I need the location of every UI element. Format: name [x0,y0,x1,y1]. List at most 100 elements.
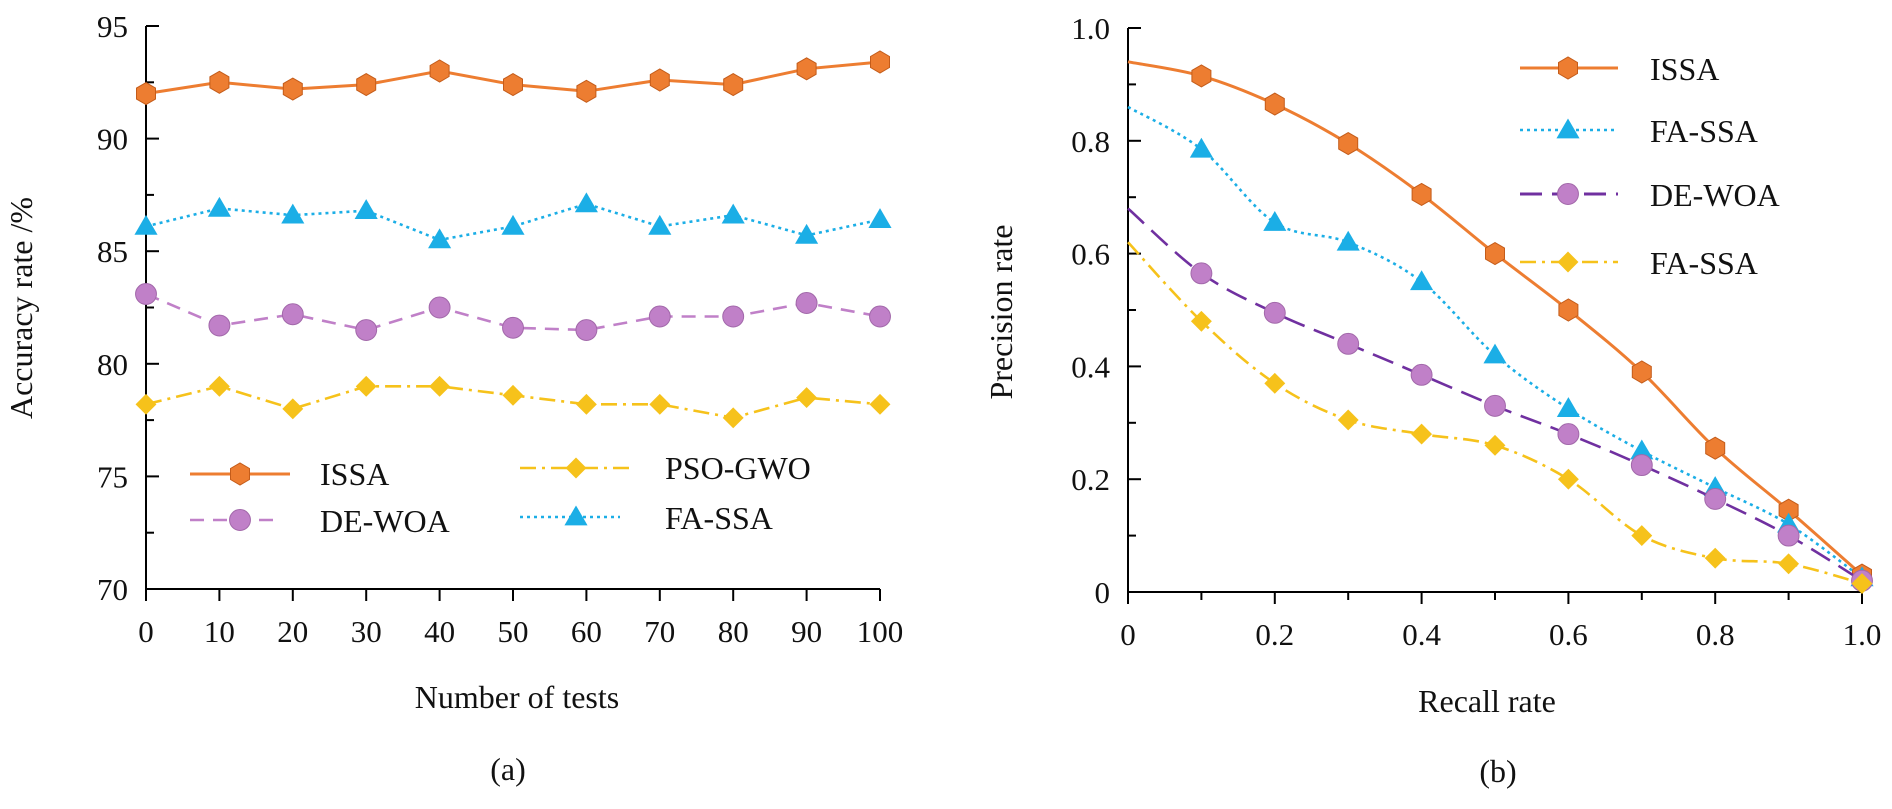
a-point-issa-0-3 [356,73,377,97]
a-point-issa-0-10 [870,50,890,74]
a-point-issa-0-0 [136,82,156,106]
b-y-tick-label: 0.6 [1071,237,1110,272]
b-legend-glyph-issa-0 [1558,56,1578,80]
b-y-axis-label: Precision rate [983,224,1019,399]
b-point-fa-ssa-3-3 [1411,423,1433,445]
a-point-pso-gwo-3-6 [575,393,597,415]
a-point-de-woa-2-6 [575,319,598,341]
a-point-pso-gwo-3-4 [429,375,451,397]
a-point-issa-0-1 [209,70,230,94]
a-point-issa-0-7 [649,68,670,92]
b-x-tick-label: 1.0 [1843,617,1882,652]
a-point-fa-ssa-1-1 [207,196,231,217]
b-legend-label-fa-ssa-2: FA-SSA [1650,245,1758,281]
b-y-tick-label: 1.0 [1071,11,1110,46]
b-series-issa-0 [1127,60,1872,587]
a-x-tick-label: 40 [424,614,455,649]
b-point-de-woa-2-2 [1337,332,1360,355]
b-x-axis-label: Recall rate [1418,683,1556,719]
b-series-fa-ssa-3 [1127,241,1873,594]
a-y-tick-label: 85 [97,234,128,269]
b-legend-label-fa-ssa: FA-SSA [1650,113,1758,149]
a-point-de-woa-2-9 [795,292,818,314]
b-point-issa-0-7 [1705,436,1726,460]
b-x-tick-label: 0.2 [1255,617,1294,652]
b-x-tick-label: 0.6 [1549,617,1588,652]
b-point-issa-0-2 [1338,132,1359,156]
a-point-fa-ssa-1-5 [501,214,525,235]
b-legend-marker-de-woa [1557,183,1579,205]
a-y-tick-label: 75 [97,459,128,494]
a-x-tick-label: 50 [498,614,529,649]
b-point-fa-ssa-3-0 [1190,310,1212,332]
a-caption: (a) [490,751,526,787]
b-point-fa-ssa-1-5 [1556,397,1580,418]
b-point-de-woa-2-0 [1190,262,1213,285]
b-point-de-woa-2-1 [1263,301,1286,324]
a-x-tick-label: 20 [277,614,308,649]
a-point-pso-gwo-3-7 [649,393,671,415]
a-legend-label-pso-gwo: PSO-GWO [665,450,811,486]
a-point-pso-gwo-3-0 [135,393,157,415]
a-point-pso-gwo-3-1 [208,375,230,397]
a-legend-marker-de-woa [229,509,251,531]
a-point-fa-ssa-1-9 [795,223,819,244]
b-point-fa-ssa-3-1 [1264,372,1286,394]
b-point-fa-ssa-1-3 [1410,270,1434,291]
b-point-fa-ssa-3-6 [1631,525,1653,547]
b-x-tick-label: 0.4 [1402,617,1441,652]
a-series-de-woa-2 [135,283,891,341]
b-point-issa-0-0 [1191,64,1212,88]
b-point-de-woa-2-4 [1484,394,1506,417]
a-point-fa-ssa-1-2 [281,203,305,224]
b-point-de-woa-2-6 [1630,454,1653,477]
b-line-fa-ssa-1 [1127,105,1863,579]
b-legend-marker-fa-ssa [1556,118,1580,139]
b-point-fa-ssa-3-4 [1484,434,1506,456]
a-point-fa-ssa-1-3 [354,199,378,219]
a-point-pso-gwo-3-5 [502,384,524,406]
a-legend-item-fa-ssa: FA-SSA [520,500,773,536]
a-legend-label-fa-ssa: FA-SSA [665,500,773,536]
b-caption: (b) [1479,753,1516,789]
a-point-issa-0-9 [796,57,817,81]
a-series-issa-0 [136,50,890,106]
a-legend-glyph-fa-ssa-1 [564,505,588,526]
a-y-tick-label: 90 [97,122,128,157]
a-legend-label-issa: ISSA [320,456,389,492]
b-series-de-woa-2 [1127,207,1873,592]
a-legend: ISSA DE-WOA PSO-GWO FA-SSA [190,450,811,539]
a-series-fa-ssa-1 [134,192,892,249]
a-x-tick-label: 100 [857,614,904,649]
a-line-de-woa-2 [145,292,881,332]
a-point-de-woa-2-1 [208,314,231,337]
b-point-fa-ssa-1-1 [1263,211,1287,231]
a-point-pso-gwo-3-2 [282,398,304,420]
a-legend-item-pso-gwo: PSO-GWO [520,450,811,486]
b-legend-glyph-fa-ssa-1 [1556,118,1580,139]
b-point-de-woa-2-8 [1777,524,1800,547]
b-point-fa-ssa-3-9 [1851,573,1873,594]
a-x-tick-label: 70 [644,614,675,649]
b-y-tick-label: 0.4 [1071,349,1110,384]
a-x-tick-label: 90 [791,614,822,649]
b-point-fa-ssa-3-2 [1337,409,1359,431]
a-point-de-woa-2-7 [648,305,671,328]
b-point-issa-0-6 [1631,360,1652,384]
a-point-de-woa-2-2 [281,303,304,326]
a-point-pso-gwo-3-3 [355,375,377,397]
a-x-tick-label: 60 [571,614,602,649]
a-point-fa-ssa-1-6 [574,192,598,213]
b-legend-glyph-fa-ssa-3 [1557,251,1579,273]
b-point-fa-ssa-3-8 [1778,553,1800,575]
a-x-axis-label: Number of tests [415,679,619,715]
panel-a-chart: 70 75 80 85 90 95 0 10 20 30 40 50 60 70 80 90 100 Numbe… [3,9,903,787]
b-point-fa-ssa-3-7 [1704,547,1726,569]
a-legend-glyph-de-woa-2 [229,509,251,531]
b-legend-label-de-woa: DE-WOA [1650,177,1780,213]
a-point-de-woa-2-8 [722,305,745,328]
a-point-fa-ssa-1-7 [648,214,672,235]
b-point-issa-0-3 [1411,182,1432,206]
